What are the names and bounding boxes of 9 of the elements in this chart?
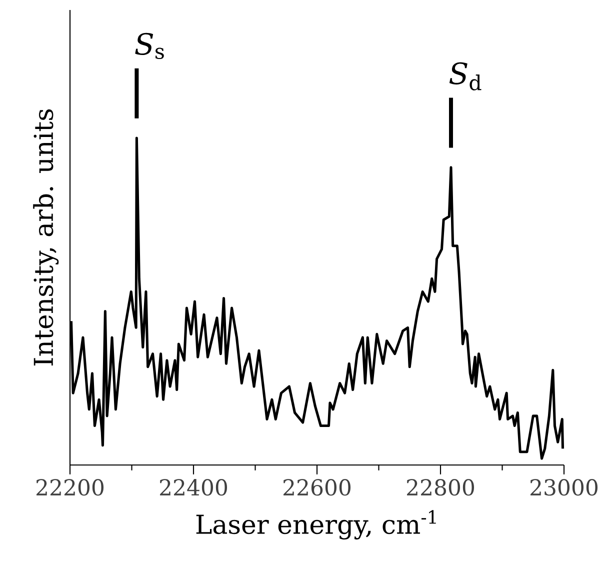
- annotation: S$_{s}$: [135, 32, 164, 60]
- x-tick-label: 22200: [36, 479, 104, 496]
- x-tick-label: 22800: [406, 479, 474, 496]
- y-axis-title: Intensity, arb. units: [33, 109, 59, 366]
- x-tick-label: 22600: [283, 479, 351, 496]
- annotation: S$_{d}$: [449, 62, 482, 90]
- x-axis-title: Laser energy, cm$^{-1}$: [196, 510, 436, 540]
- x-tick-label: 23000: [530, 479, 598, 496]
- x-tick-label: 22400: [160, 479, 228, 496]
